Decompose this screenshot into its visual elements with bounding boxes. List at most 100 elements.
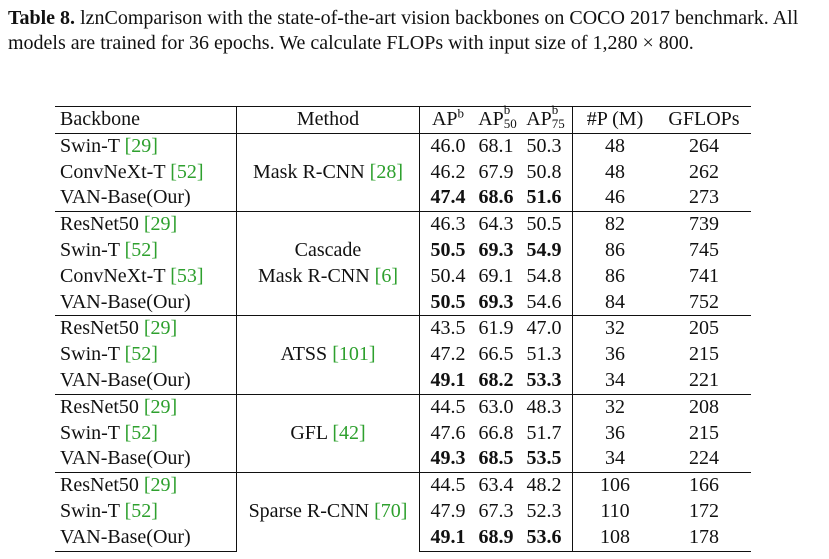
- header-ap75: AP b 75: [526, 102, 565, 131]
- cell-gflops: 264: [657, 132, 751, 160]
- cell-params: 86: [605, 264, 625, 287]
- ap-value: 49.3: [430, 447, 466, 470]
- ap50-value: 63.4: [478, 474, 514, 497]
- cell-ap-values: 50.5 69.3 54.6: [419, 289, 573, 316]
- cell-gflops: 262: [689, 160, 719, 183]
- ap50-value: 69.3: [478, 290, 514, 313]
- ap-value: 49.1: [430, 368, 466, 391]
- table-row: VAN-Base(Our) 49.1 68.9 53.6 108 178: [55, 524, 751, 552]
- cell-params: 36: [605, 343, 625, 366]
- cell-ap-values: 43.5 61.9 47.0: [419, 315, 573, 343]
- cell-params: 32: [572, 315, 657, 343]
- table-row: VAN-Base(Our) 49.1 68.2 53.3 34 221: [55, 367, 751, 395]
- ap-value: 49.1: [430, 525, 466, 548]
- cell-params: 84: [605, 290, 625, 313]
- cell-params: 86: [605, 238, 625, 261]
- ap50-value: 67.9: [478, 160, 514, 183]
- cell-method: Cascade Mask R-CNN [6]: [236, 211, 420, 316]
- method-name: Mask R-CNN: [258, 264, 375, 287]
- backbone-name: VAN-Base(Our): [60, 447, 191, 470]
- cell-backbone: ResNet50 [29]: [55, 211, 237, 238]
- ap75-value: 51.3: [526, 343, 562, 366]
- cell-params: 46: [605, 186, 625, 209]
- citation-link: [42]: [332, 421, 366, 444]
- method-name: ATSS: [280, 343, 333, 366]
- table-row: Swin-T [52] 47.9 67.3 52.3 110 172: [55, 498, 751, 525]
- cell-gflops: 221: [689, 368, 719, 391]
- ap75-value: 54.8: [526, 264, 562, 287]
- cell-params: 106: [572, 472, 657, 499]
- cell-ap-values: 46.2 67.9 50.8: [419, 159, 573, 186]
- ap-value: 50.5: [430, 238, 466, 261]
- backbone-name: ConvNeXt-T: [60, 160, 171, 183]
- citation-link: [29]: [143, 395, 178, 418]
- citation-link: [70]: [374, 500, 408, 523]
- cell-gflops: 745: [689, 238, 719, 261]
- backbone-name: VAN-Base(Our): [60, 368, 191, 391]
- backbone-name: VAN-Base(Our): [60, 290, 191, 313]
- backbone-name: ResNet50: [60, 213, 144, 236]
- cell-gflops: 273: [689, 186, 719, 209]
- backbone-name: VAN-Base(Our): [60, 525, 191, 548]
- table-label: Table 8.: [8, 7, 76, 29]
- cell-params: 36: [605, 421, 625, 444]
- cell-backbone: Swin-T [52]: [55, 237, 237, 264]
- cell-method: ATSS [101]: [236, 315, 420, 395]
- cell-backbone: VAN-Base(Our): [55, 185, 237, 212]
- backbone-name: ResNet50: [60, 474, 144, 497]
- cell-params: 32: [572, 393, 657, 421]
- citation-link: [6]: [374, 264, 398, 287]
- table-row: Swin-T [29] Mask R-CNN [28] 46.0 68.1 50.3 48…: [55, 132, 751, 212]
- cell-gflops: 224: [689, 447, 719, 470]
- citation-link: [28]: [369, 160, 403, 183]
- method-name: Sparse R-CNN: [248, 500, 375, 523]
- cell-ap-values: 46.0 68.1 50.3: [419, 132, 573, 160]
- ap75-value: 52.3: [526, 499, 562, 522]
- cell-gflops: 178: [657, 524, 751, 552]
- ap75-value: 50.5: [526, 213, 562, 236]
- header-ap50: AP b 50: [478, 102, 517, 131]
- ap-value: 44.5: [430, 474, 466, 497]
- cell-method: Sparse R-CNN [70]: [236, 472, 420, 552]
- ap-value: 47.2: [430, 343, 466, 366]
- table-row: Swin-T [52] 47.2 66.5 51.3 36 215: [55, 342, 751, 368]
- ap75-value: 48.3: [526, 395, 562, 418]
- table-row: ResNet50 [29] GFL [42] 44.5 63.0 48.3 32 208: [55, 393, 751, 473]
- citation-link: [52]: [124, 238, 158, 261]
- ap75-value: 50.8: [526, 160, 562, 183]
- ap-value: 44.5: [430, 395, 466, 418]
- table-row: ResNet50 [29] Sparse R-CNN [70] 44.5 63.4 48…: [55, 472, 751, 552]
- ap-value: 47.4: [430, 186, 466, 209]
- citation-link: [52]: [170, 160, 204, 183]
- header-params: #P (M): [572, 106, 657, 134]
- ap50-value: 66.8: [478, 421, 514, 444]
- cell-params: 108: [572, 524, 657, 552]
- cell-backbone: Swin-T [29]: [55, 132, 237, 160]
- citation-link: [29]: [143, 474, 178, 497]
- ap50-value: 69.3: [478, 238, 514, 261]
- cell-ap-values: 47.9 67.3 52.3: [419, 498, 573, 525]
- ap50-value: 68.9: [478, 525, 514, 548]
- ap75-value: 51.6: [526, 186, 562, 209]
- ap-value: 46.0: [430, 134, 466, 157]
- cell-ap-values: 46.3 64.3 50.5: [419, 211, 573, 238]
- results-table: Backbone Method APb AP b 50 AP b 75 #P (M) GFL…: [55, 102, 751, 552]
- ap75-value: 48.2: [526, 474, 562, 497]
- table-header-row: Backbone Method APb AP b 50 AP b 75 #P (M) GFL…: [55, 102, 751, 134]
- ap50-value: 66.5: [478, 343, 514, 366]
- table-caption: Table 8. lznComparison with the state-of…: [8, 6, 820, 56]
- ap75-value: 54.6: [526, 290, 562, 313]
- ap75-value: 51.7: [526, 421, 562, 444]
- ap75-value: 47.0: [526, 317, 562, 340]
- backbone-name: Swin-T: [60, 134, 125, 157]
- cell-ap-values: 50.5 69.3 54.9: [419, 237, 573, 264]
- ap75-value: 50.3: [526, 134, 562, 157]
- table-row: VAN-Base(Our) 49.3 68.5 53.5 34 224: [55, 446, 751, 473]
- cell-backbone: VAN-Base(Our): [55, 446, 237, 473]
- citation-link: [29]: [143, 213, 178, 236]
- citation-link: [29]: [124, 134, 158, 157]
- method-name: GFL: [290, 421, 333, 444]
- ap-value: 46.3: [430, 213, 466, 236]
- cell-backbone: VAN-Base(Our): [55, 524, 237, 552]
- header-ap-group: APb AP b 50 AP b 75: [419, 102, 573, 134]
